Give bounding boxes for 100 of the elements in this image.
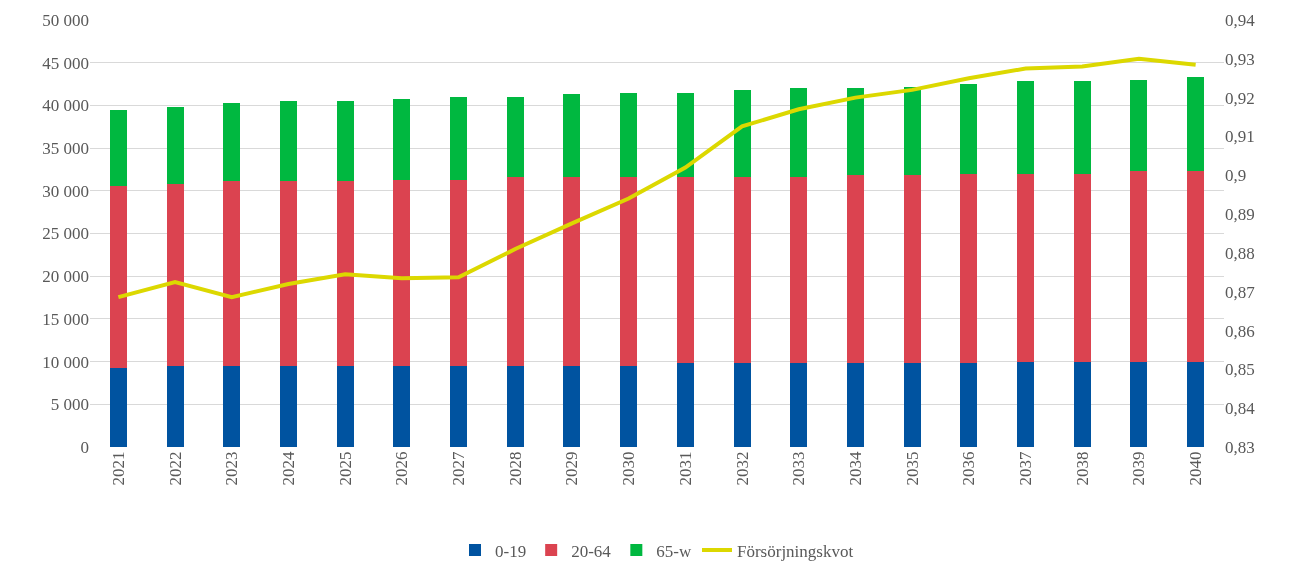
y2-tick-label: 0,92 (1225, 88, 1255, 108)
line-series (116, 56, 1198, 300)
bar (336, 365, 354, 447)
legend-label: 65-w (656, 541, 692, 561)
bar (620, 92, 638, 178)
bar (903, 175, 921, 364)
x-tick-label: 2027 (449, 450, 469, 486)
bar (563, 365, 581, 447)
bar (506, 365, 524, 447)
bar (1187, 171, 1205, 362)
bar (563, 177, 581, 366)
bar (109, 109, 127, 186)
bar (846, 175, 864, 364)
y-tick-label: 25 000 (42, 224, 89, 244)
bar (790, 88, 808, 178)
x-tick-label: 2025 (335, 451, 355, 486)
bar (1130, 79, 1148, 172)
bar (450, 365, 468, 447)
bar (620, 365, 638, 447)
bar (166, 183, 184, 366)
bar (1017, 81, 1035, 174)
bar (223, 102, 241, 182)
x-tick-label: 2032 (732, 451, 752, 486)
bar (393, 365, 411, 447)
x-tick-label: 2024 (278, 450, 298, 486)
x-tick-label: 2034 (845, 450, 865, 486)
x-tick-label: 2030 (619, 451, 639, 486)
bar (109, 185, 127, 369)
bar (279, 365, 297, 447)
x-tick-label: 2026 (392, 451, 412, 486)
y-tick-label: 5 000 (50, 395, 89, 415)
y-tick-label: 40 000 (42, 96, 89, 116)
y2-tick-label: 0,85 (1225, 360, 1255, 380)
y2-tick-label: 0,83 (1225, 437, 1255, 457)
y-tick-label: 35 000 (42, 139, 89, 159)
bar (393, 179, 411, 366)
x-tick-label: 2023 (222, 451, 242, 486)
x-tick-label: 2037 (1016, 450, 1036, 486)
y-tick-label: 50 000 (42, 10, 89, 30)
y2-tick-label: 0,89 (1225, 205, 1255, 225)
legend-label: 20-64 (571, 541, 612, 561)
bar (1073, 173, 1091, 362)
y-tick-label: 15 000 (42, 309, 89, 329)
y2-tick-label: 0,91 (1225, 127, 1255, 147)
y2-tick-label: 0,86 (1225, 321, 1255, 341)
bar (1073, 81, 1091, 174)
x-tick-label: 2040 (1186, 451, 1206, 486)
y2-tick-label: 0,93 (1225, 49, 1255, 69)
bar (1017, 173, 1035, 362)
bar (166, 107, 184, 184)
x-tick-label: 2031 (675, 451, 695, 486)
bar (109, 368, 127, 447)
y2-tick-label: 0,9 (1225, 166, 1247, 186)
bar (279, 101, 297, 182)
x-tick-label: 2029 (562, 451, 582, 486)
bar (960, 363, 978, 447)
bar (450, 96, 468, 180)
bar (223, 365, 241, 447)
bar (393, 98, 411, 180)
y-tick-label: 45 000 (42, 53, 89, 73)
bar (563, 94, 581, 178)
legend-label: Försörjningskvot (736, 541, 854, 561)
bar (733, 177, 751, 364)
y2-tick-label: 0,94 (1225, 10, 1256, 30)
y2-tick-label: 0,88 (1225, 243, 1255, 263)
bar (166, 365, 184, 447)
bar (336, 181, 354, 366)
bar (223, 181, 241, 366)
x-tick-label: 2038 (1072, 451, 1092, 486)
bar (733, 90, 751, 178)
x-tick-label: 2039 (1129, 451, 1149, 486)
bar (790, 177, 808, 364)
x-tick-label: 2022 (165, 451, 185, 486)
x-tick-label: 2036 (959, 451, 979, 486)
x-tick-label: 2035 (902, 451, 922, 486)
bar (336, 101, 354, 182)
x-tick-label: 2033 (789, 451, 809, 486)
bar (450, 179, 468, 366)
bar (960, 173, 978, 364)
bar (676, 363, 694, 447)
bar (1017, 361, 1035, 447)
y-tick-label: 20 000 (42, 267, 89, 287)
bar (676, 177, 694, 364)
x-tick-label: 2028 (505, 451, 525, 486)
bar (279, 181, 297, 366)
y2-tick-label: 0,84 (1225, 399, 1256, 419)
bar (1073, 361, 1091, 447)
bar (1130, 361, 1148, 447)
bar (676, 92, 694, 178)
y2-tick-label: 0,87 (1225, 282, 1256, 302)
legend-label: 0-19 (495, 541, 527, 561)
bar (506, 96, 524, 178)
bar (903, 86, 921, 176)
y-tick-label: 0 (80, 437, 89, 457)
bar (1187, 361, 1205, 447)
bar (620, 177, 638, 366)
x-tick-label: 2021 (108, 451, 128, 486)
bar (903, 363, 921, 447)
y-tick-label: 10 000 (42, 352, 89, 372)
bar (1187, 77, 1205, 172)
